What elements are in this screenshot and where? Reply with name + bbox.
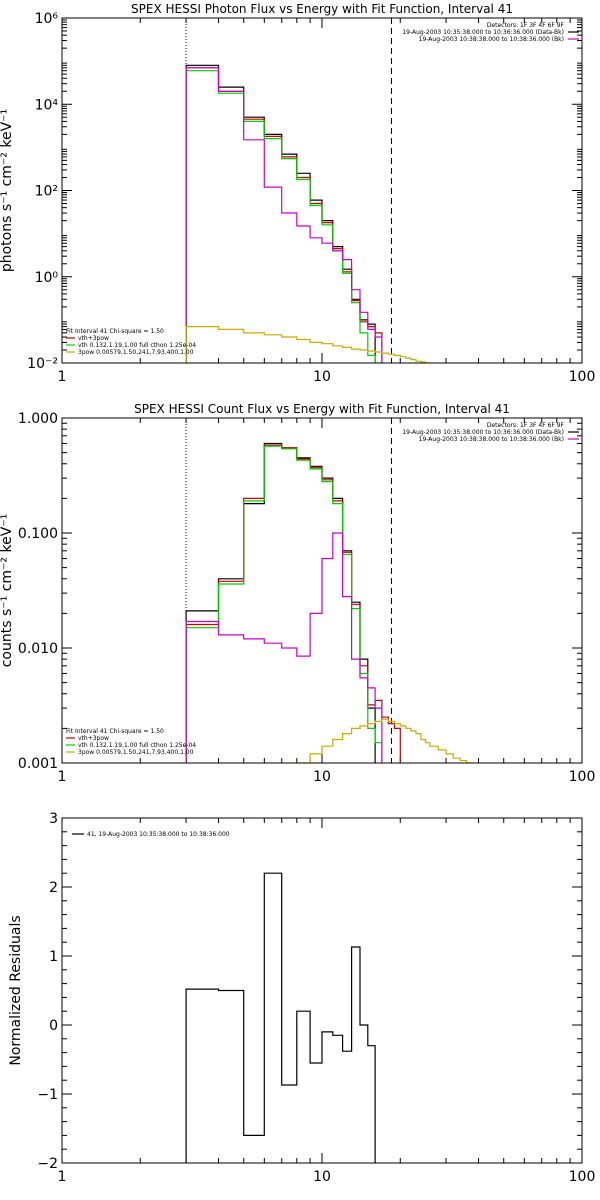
fit-annotation: vth+3pow — [78, 735, 109, 742]
x-tick-label: 100 — [569, 1169, 596, 1185]
x-tick-label: 10 — [313, 1169, 331, 1185]
y-tick-label: 2 — [49, 880, 58, 896]
y-tick-label: 1 — [49, 949, 58, 965]
series-line-4 — [185, 718, 480, 763]
fit-annotation: vth 0.132,1.19,1.00 full cthon 1.25e-04 — [78, 742, 196, 749]
fit-annotation: 3pow 0.00579,1.50,241,7.93,400,1.00 — [78, 349, 194, 356]
series-group — [185, 64, 505, 363]
header-annotation: 19-Aug-2003 10:38:38.000 to 10:38:36.000… — [419, 36, 564, 43]
chart-title: SPEX HESSI Photon Flux vs Energy with Fi… — [131, 2, 513, 16]
fit-annotation: 3pow 0.00579,1.50,241,7.93,400,1.00 — [78, 749, 194, 756]
legend-entry: 41, 19-Aug-2003 10:35:38.000 to 10:38:36… — [87, 831, 230, 838]
y-axis-label: photons s⁻¹ cm⁻² keV⁻¹ — [0, 109, 15, 272]
plot-frame — [61, 417, 583, 764]
series-line-2 — [185, 70, 382, 363]
x-tick-label: 100 — [569, 769, 596, 785]
series-line-0 — [185, 442, 376, 763]
fit-annotation: vth 0.132,1.19,1.00 full cthon 1.25e-04 — [78, 342, 196, 349]
header-annotation: Detectors: 1F 3F 4F 6F 9F — [487, 22, 565, 29]
y-tick-label: 0.100 — [18, 526, 58, 542]
y-tick-label: 1.000 — [18, 411, 58, 427]
header-annotation: 19-Aug-2003 10:35:38.000 to 10:36:36.000… — [402, 429, 564, 436]
series-line-1 — [185, 444, 401, 763]
y-tick-label: −2 — [37, 1156, 58, 1172]
y-tick-label: 0 — [49, 1018, 58, 1034]
series-group — [185, 872, 376, 1163]
photon-flux-panel: SPEX HESSI Photon Flux vs Energy with Fi… — [0, 2, 595, 385]
series-line-3 — [185, 532, 383, 763]
series-line-1 — [185, 67, 383, 363]
y-tick-label: 10⁰ — [35, 270, 59, 286]
x-tick-label: 10 — [313, 769, 331, 785]
x-tick-label: 100 — [569, 369, 596, 385]
header-annotation: 19-Aug-2003 10:35:38.000 to 10:36:36.000… — [402, 29, 564, 36]
y-tick-label: 10⁻² — [27, 356, 58, 372]
chart-title: SPEX HESSI Count Flux vs Energy with Fit… — [134, 402, 510, 416]
y-tick-label: 0.010 — [18, 641, 58, 657]
header-annotation: 19-Aug-2003 10:38:38.000 to 10:38:36.000… — [419, 436, 564, 443]
plot-frame — [61, 17, 583, 364]
y-tick-label: 10² — [35, 184, 58, 200]
x-tick-label: 1 — [58, 769, 67, 785]
y-tick-label: 10⁶ — [35, 11, 59, 27]
fit-annotation: Fit Interval 41 Chi-square = 1.50 — [66, 328, 164, 335]
x-tick-label: 1 — [58, 1169, 67, 1185]
y-tick-label: 3 — [49, 811, 58, 827]
x-tick-label: 10 — [313, 369, 331, 385]
fit-annotation: vth+3pow — [78, 335, 109, 342]
plot-frame — [61, 817, 583, 1164]
x-tick-label: 1 — [58, 369, 67, 385]
y-tick-label: −1 — [37, 1087, 58, 1103]
y-axis-label: Normalized Residuals — [8, 915, 24, 1065]
header-annotation: Detectors: 1F 3F 4F 6F 9F — [487, 422, 565, 429]
series-group — [185, 442, 480, 763]
y-tick-label: 0.001 — [18, 756, 58, 772]
series-line-3 — [185, 67, 383, 363]
residuals-panel: Normalized Residuals 1 10 100 −2 −1 0 1 2 3 41, 19… — [8, 811, 595, 1185]
y-tick-label: 10⁴ — [35, 97, 59, 113]
y-axis-label: counts s⁻¹ cm⁻² keV⁻¹ — [0, 514, 15, 668]
fit-annotation: Fit Interval 41 Chi-square = 1.50 — [66, 728, 164, 735]
series-line-0 — [185, 64, 376, 363]
count-flux-panel: SPEX HESSI Count Flux vs Energy with Fit… — [0, 402, 596, 785]
series-line-0 — [185, 872, 376, 1163]
series-line-4 — [185, 326, 505, 363]
